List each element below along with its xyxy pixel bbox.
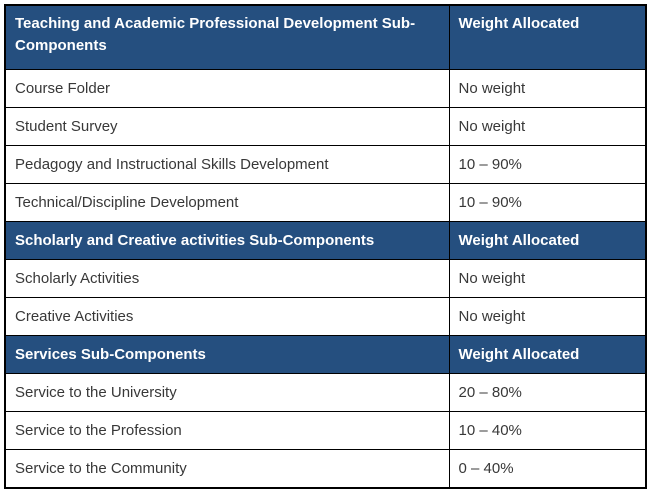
table-row: Service to the University 20 – 80% bbox=[4, 373, 647, 412]
table-row: Scholarly Activities No weight bbox=[4, 259, 647, 298]
row-label: Student Survey bbox=[4, 107, 450, 146]
row-weight: No weight bbox=[448, 69, 647, 108]
row-label: Service to the University bbox=[4, 373, 450, 412]
table-row: Course Folder No weight bbox=[4, 69, 647, 108]
section-header-row-services: Services Sub-Components Weight Allocated bbox=[4, 335, 647, 374]
row-weight: 10 – 90% bbox=[448, 183, 647, 222]
table-row: Student Survey No weight bbox=[4, 107, 647, 146]
table-row: Service to the Profession 10 – 40% bbox=[4, 411, 647, 450]
row-weight: 20 – 80% bbox=[448, 373, 647, 412]
section-header-row-scholarly: Scholarly and Creative activities Sub-Co… bbox=[4, 221, 647, 260]
row-weight: 10 – 40% bbox=[448, 411, 647, 450]
table-row: Technical/Discipline Development 10 – 90… bbox=[4, 183, 647, 222]
section-header-row-teaching: Teaching and Academic Professional Devel… bbox=[4, 4, 647, 70]
row-weight: No weight bbox=[448, 107, 647, 146]
weight-allocated-header: Weight Allocated bbox=[448, 221, 647, 260]
row-label: Service to the Community bbox=[4, 449, 450, 489]
section-header-title: Scholarly and Creative activities Sub-Co… bbox=[4, 221, 450, 260]
row-label: Technical/Discipline Development bbox=[4, 183, 450, 222]
table-row: Pedagogy and Instructional Skills Develo… bbox=[4, 145, 647, 184]
row-weight: No weight bbox=[448, 297, 647, 336]
section-header-title: Services Sub-Components bbox=[4, 335, 450, 374]
row-weight: No weight bbox=[448, 259, 647, 298]
weights-table: Teaching and Academic Professional Devel… bbox=[4, 4, 647, 489]
row-label: Creative Activities bbox=[4, 297, 450, 336]
row-label: Scholarly Activities bbox=[4, 259, 450, 298]
weight-allocated-header: Weight Allocated bbox=[448, 4, 647, 70]
row-label: Pedagogy and Instructional Skills Develo… bbox=[4, 145, 450, 184]
table-row: Service to the Community 0 – 40% bbox=[4, 449, 647, 489]
row-label: Course Folder bbox=[4, 69, 450, 108]
row-weight: 0 – 40% bbox=[448, 449, 647, 489]
row-label: Service to the Profession bbox=[4, 411, 450, 450]
table-row: Creative Activities No weight bbox=[4, 297, 647, 336]
section-header-title: Teaching and Academic Professional Devel… bbox=[4, 4, 450, 70]
row-weight: 10 – 90% bbox=[448, 145, 647, 184]
weight-allocated-header: Weight Allocated bbox=[448, 335, 647, 374]
